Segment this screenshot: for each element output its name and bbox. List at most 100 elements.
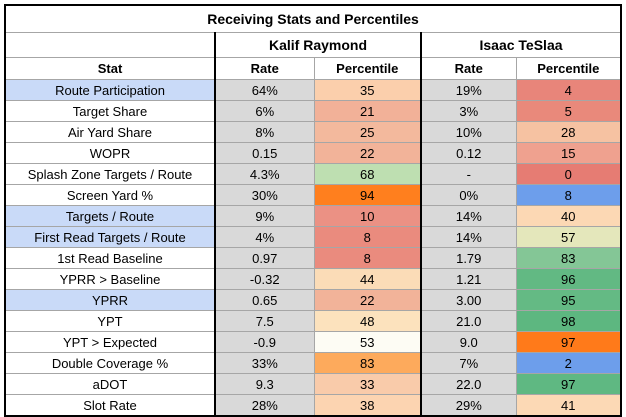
stat-label: Double Coverage % [4, 352, 216, 374]
rate-isaac: 10% [420, 121, 517, 143]
rate-kalif: 9% [214, 205, 315, 227]
rate-kalif: -0.9 [214, 331, 315, 353]
stat-label: Target Share [4, 100, 216, 122]
rate-kalif: 0.15 [214, 142, 315, 164]
percentile-kalif: 10 [313, 205, 422, 227]
percentile-kalif: 22 [313, 142, 422, 164]
stat-label: Splash Zone Targets / Route [4, 163, 216, 185]
title-row: Receiving Stats and Percentiles [3, 4, 623, 33]
header-stat: Stat [4, 57, 216, 80]
table-row: 1st Read Baseline 0.97 8 1.79 83 [4, 247, 623, 269]
rate-isaac: - [420, 163, 517, 185]
rate-isaac: 3% [420, 100, 517, 122]
stat-label: Screen Yard % [4, 184, 216, 206]
percentile-isaac: 83 [515, 247, 623, 269]
percentile-isaac: 97 [515, 373, 623, 395]
percentile-kalif: 25 [313, 121, 422, 143]
table-row: Targets / Route 9% 10 14% 40 [4, 205, 623, 227]
player-name-kalif: Kalif Raymond [214, 32, 422, 58]
player-name-isaac: Isaac TeSlaa [419, 32, 623, 58]
header-percentile-kalif: Percentile [313, 57, 422, 80]
rate-kalif: 4.3% [214, 163, 315, 185]
percentile-isaac: 40 [515, 205, 623, 227]
table-row: First Read Targets / Route 4% 8 14% 57 [4, 226, 623, 248]
percentile-isaac: 0 [515, 163, 623, 185]
stat-label: YPT [4, 310, 216, 332]
stat-label: Route Participation [4, 79, 216, 101]
percentile-kalif: 33 [313, 373, 422, 395]
stat-label: YPRR [4, 289, 216, 311]
stat-label: Air Yard Share [4, 121, 216, 143]
percentile-kalif: 8 [313, 226, 422, 248]
stats-table-container: Receiving Stats and Percentiles Kalif Ra… [3, 4, 623, 417]
percentile-kalif: 38 [313, 394, 422, 417]
rate-kalif: 0.97 [214, 247, 315, 269]
rate-kalif: 33% [214, 352, 315, 374]
percentile-kalif: 83 [313, 352, 422, 374]
percentile-kalif: 21 [313, 100, 422, 122]
stat-label: Targets / Route [4, 205, 216, 227]
rate-kalif: 7.5 [214, 310, 315, 332]
rate-kalif: -0.32 [214, 268, 315, 290]
table-row: YPT 7.5 48 21.0 98 [4, 310, 623, 332]
stat-label: First Read Targets / Route [4, 226, 216, 248]
stat-label: 1st Read Baseline [4, 247, 216, 269]
percentile-isaac: 15 [515, 142, 623, 164]
rate-kalif: 64% [214, 79, 315, 101]
receiving-stats-table: Receiving Stats and Percentiles Kalif Ra… [3, 4, 623, 417]
percentile-isaac: 95 [515, 289, 623, 311]
rate-kalif: 0.65 [214, 289, 315, 311]
percentile-kalif: 48 [313, 310, 422, 332]
rate-isaac: 21.0 [420, 310, 517, 332]
table-row: aDOT 9.3 33 22.0 97 [4, 373, 623, 395]
percentile-isaac: 96 [515, 268, 623, 290]
rate-kalif: 30% [214, 184, 315, 206]
stat-label: YPT > Expected [4, 331, 216, 353]
percentile-isaac: 4 [515, 79, 623, 101]
rate-kalif: 28% [214, 394, 315, 417]
rate-isaac: 22.0 [420, 373, 517, 395]
percentile-isaac: 98 [515, 310, 623, 332]
rate-kalif: 4% [214, 226, 315, 248]
table-row: Route Participation 64% 35 19% 4 [4, 79, 623, 101]
rate-isaac: 1.21 [420, 268, 517, 290]
table-title: Receiving Stats and Percentiles [3, 4, 623, 33]
player-row: Kalif Raymond Isaac TeSlaa [4, 32, 623, 58]
rate-isaac: 14% [420, 226, 517, 248]
rate-isaac: 3.00 [420, 289, 517, 311]
percentile-kalif: 94 [313, 184, 422, 206]
percentile-isaac: 97 [515, 331, 623, 353]
percentile-isaac: 41 [515, 394, 623, 417]
percentile-kalif: 68 [313, 163, 422, 185]
player-blank-cell [4, 32, 216, 58]
table-row: YPT > Expected -0.9 53 9.0 97 [4, 331, 623, 353]
table-row: YPRR > Baseline -0.32 44 1.21 96 [4, 268, 623, 290]
column-header-row: Stat Rate Percentile Rate Percentile [4, 57, 623, 80]
percentile-isaac: 57 [515, 226, 623, 248]
stat-label: Slot Rate [4, 394, 216, 417]
header-rate-isaac: Rate [420, 57, 517, 80]
percentile-isaac: 28 [515, 121, 623, 143]
rate-isaac: 19% [420, 79, 517, 101]
table-row: Screen Yard % 30% 94 0% 8 [4, 184, 623, 206]
rate-kalif: 9.3 [214, 373, 315, 395]
rate-kalif: 6% [214, 100, 315, 122]
percentile-kalif: 22 [313, 289, 422, 311]
percentile-isaac: 8 [515, 184, 623, 206]
table-row: Splash Zone Targets / Route 4.3% 68-0 [4, 163, 623, 185]
percentile-isaac: 5 [515, 100, 623, 122]
rate-isaac: 29% [420, 394, 517, 417]
table-row: Air Yard Share 8% 25 10% 28 [4, 121, 623, 143]
rate-isaac: 0.12 [420, 142, 517, 164]
rate-isaac: 9.0 [420, 331, 517, 353]
table-row: WOPR 0.15 22 0.12 15 [4, 142, 623, 164]
stat-label: aDOT [4, 373, 216, 395]
table-row: YPRR 0.65 22 3.00 95 [4, 289, 623, 311]
percentile-kalif: 53 [313, 331, 422, 353]
rate-isaac: 1.79 [420, 247, 517, 269]
percentile-kalif: 44 [313, 268, 422, 290]
table-row: Double Coverage % 33% 83 7% 2 [4, 352, 623, 374]
rate-kalif: 8% [214, 121, 315, 143]
rate-isaac: 0% [420, 184, 517, 206]
percentile-isaac: 2 [515, 352, 623, 374]
